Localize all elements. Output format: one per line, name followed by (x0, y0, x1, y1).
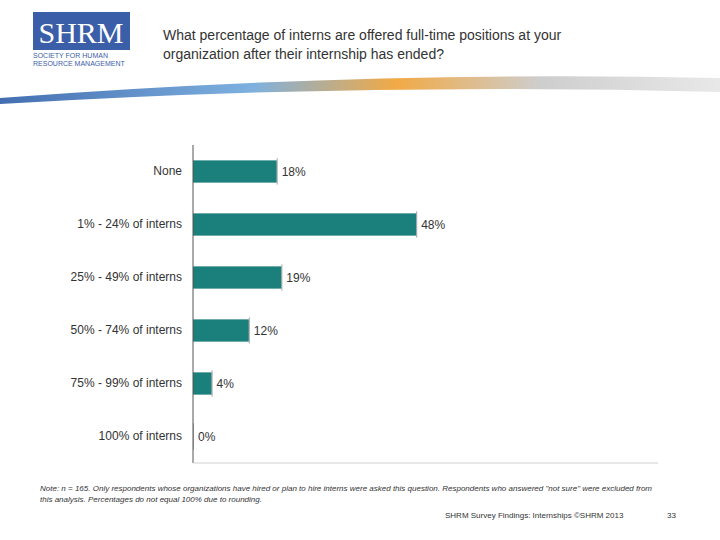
bar (193, 266, 281, 288)
logo-subtitle: RESOURCE MANAGEMENT (33, 60, 126, 67)
text-line: Note: n = 165. Only respondents whose or… (40, 484, 652, 493)
bar-end-line (249, 317, 250, 343)
text-line: What percentage of interns are offered f… (163, 27, 562, 43)
tick-label: 50% - 74% of interns (71, 323, 182, 337)
slide: SHRM SOCIETY FOR HUMANRESOURCE MANAGEMENT… (0, 0, 720, 540)
text-line: this analysis. Percentages do not equal … (40, 495, 262, 504)
tick-label: None (153, 164, 182, 178)
header-swoosh (0, 76, 720, 104)
tick: 100% of interns (99, 429, 182, 443)
data-label: 0% (198, 430, 216, 444)
tick-label: 25% - 49% of interns (71, 270, 182, 284)
bar (193, 319, 249, 341)
footer: SHRM Survey Findings: Internships ©SHRM … (445, 511, 624, 520)
bar-end-line (416, 211, 417, 237)
data-label: 48% (421, 218, 445, 232)
logo-text: SHRM (38, 16, 123, 49)
x-axis-line (193, 463, 658, 464)
bar (193, 213, 416, 235)
tick: 1% - 24% of interns (77, 217, 182, 231)
data-label: 19% (286, 271, 310, 285)
y-axis: None 1% - 24% of interns 25% - 49% of inte… (71, 145, 193, 463)
data-label: 18% (282, 165, 306, 179)
page-number: 33 (667, 511, 676, 520)
text-line: organization after their internship has … (163, 46, 444, 62)
data-label: 12% (254, 324, 278, 338)
chart-title: What percentage of interns are offered f… (163, 27, 562, 62)
data-labels: 18% 48% 19% 12% 4% 0% (194, 158, 446, 449)
tick-label: 75% - 99% of interns (71, 376, 182, 390)
bar (193, 160, 277, 182)
tick-label: 1% - 24% of interns (77, 217, 182, 231)
y-axis-line (193, 145, 194, 463)
tick: 50% - 74% of interns (71, 323, 182, 337)
logo-box (33, 12, 130, 50)
logo-subtitle: SOCIETY FOR HUMAN (33, 52, 108, 59)
data-label: 4% (217, 377, 235, 391)
tick-label: 100% of interns (99, 429, 182, 443)
bars (193, 160, 416, 394)
bar-end-line (212, 370, 213, 396)
note: Note: n = 165. Only respondents whose or… (40, 484, 652, 504)
bar-end-line (193, 423, 194, 449)
tick: None (153, 164, 182, 178)
tick: 75% - 99% of interns (71, 376, 182, 390)
bar-end-line (281, 264, 282, 290)
bar-end-line (277, 158, 278, 184)
tick: 25% - 49% of interns (71, 270, 182, 284)
bar (193, 372, 212, 394)
